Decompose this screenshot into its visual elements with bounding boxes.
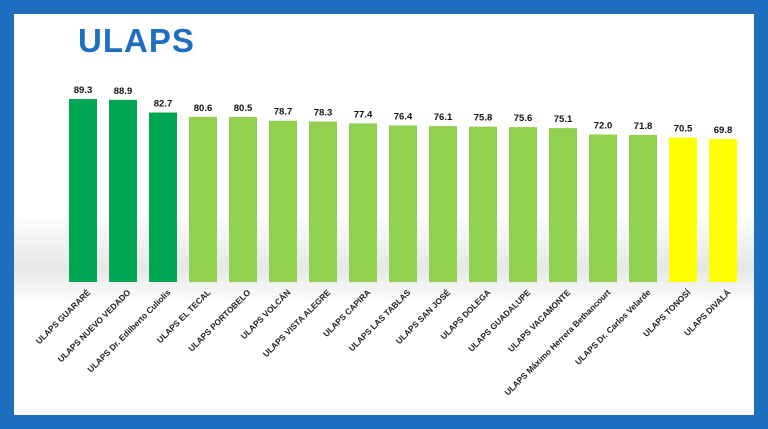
bar-15 xyxy=(629,134,657,282)
data-label: 80.5 xyxy=(234,103,253,114)
bar-11 xyxy=(469,126,497,282)
data-label: 75.8 xyxy=(474,113,493,124)
data-label: 76.1 xyxy=(434,112,453,123)
data-label: 88.9 xyxy=(114,86,133,97)
category-label: ULAPS Dr. Carlos Velarde xyxy=(573,287,653,367)
data-label: 82.7 xyxy=(154,99,173,110)
bar-6 xyxy=(269,120,297,282)
category-label: ULAPS NUEVO VEDADO xyxy=(56,287,133,364)
bar-1 xyxy=(69,99,97,282)
bar-9 xyxy=(389,125,417,282)
bar-17 xyxy=(709,139,737,282)
data-label: 78.3 xyxy=(314,108,333,119)
data-label: 80.6 xyxy=(194,103,213,114)
slide: ULAPS 89.3 ULAPS GUARARÉ 88.9 ULAPS NUEVO V… xyxy=(14,14,754,415)
bar-10 xyxy=(429,126,457,282)
data-label: 77.4 xyxy=(354,109,373,120)
data-label: 70.5 xyxy=(674,124,693,135)
data-label: 69.8 xyxy=(714,125,733,136)
bar-8 xyxy=(349,123,377,283)
data-label: 75.6 xyxy=(514,113,533,124)
data-label: 89.3 xyxy=(74,85,93,96)
bar-3 xyxy=(149,112,177,283)
category-label: ULAPS Dr. Edilberto Culiolis xyxy=(85,287,172,374)
data-label: 75.1 xyxy=(554,114,573,125)
data-label: 76.4 xyxy=(394,111,413,122)
bar-16 xyxy=(669,137,697,282)
bar-13 xyxy=(549,128,577,282)
bar-7 xyxy=(309,121,337,282)
bar-5 xyxy=(229,117,257,282)
data-label: 78.7 xyxy=(274,107,293,118)
bar-14 xyxy=(589,134,617,282)
category-label: ULAPS VISTA ALEGRE xyxy=(261,287,333,359)
bar-2 xyxy=(109,99,137,282)
data-label: 71.8 xyxy=(634,121,653,132)
data-label: 72.0 xyxy=(594,120,613,131)
bar-12 xyxy=(509,127,537,282)
chart-title: ULAPS xyxy=(78,22,195,59)
bar-4 xyxy=(189,116,217,282)
